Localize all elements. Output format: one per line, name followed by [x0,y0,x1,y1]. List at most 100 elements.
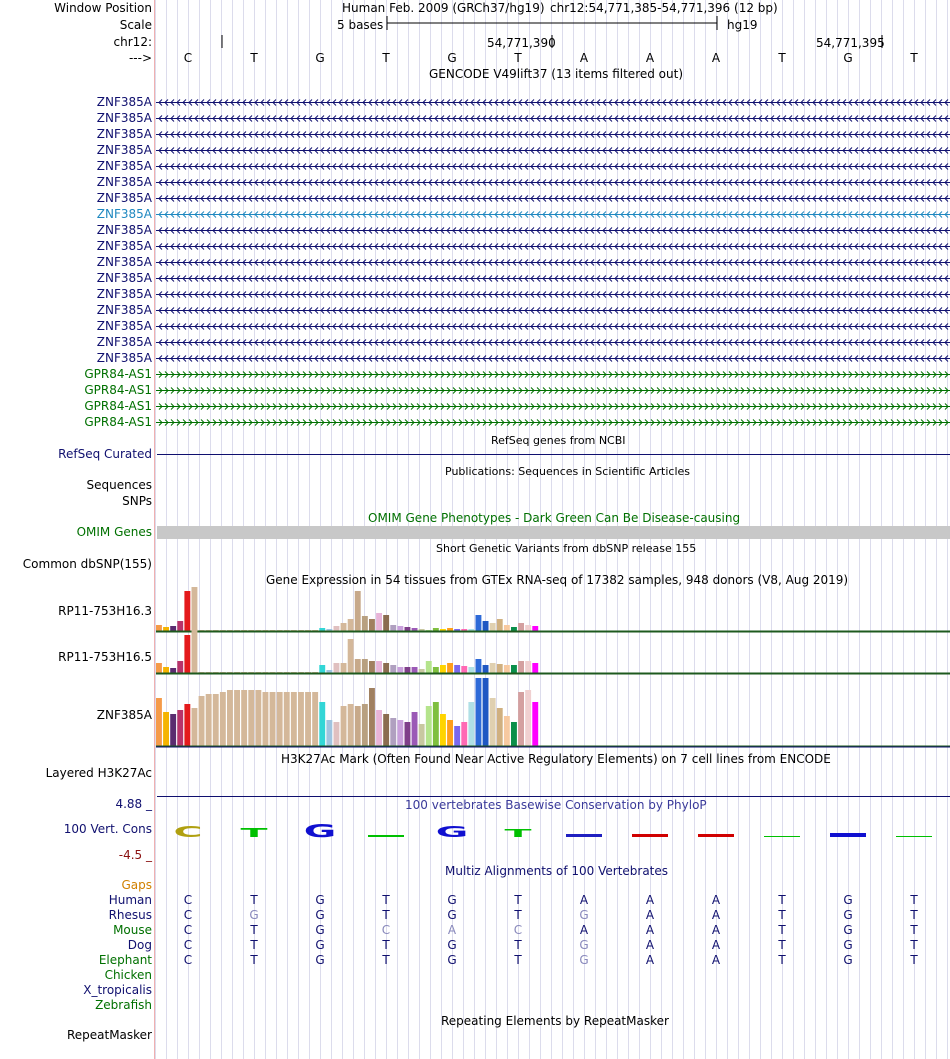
gtex-tissue-bar[interactable] [411,667,418,673]
gencode-item-znf385a[interactable]: ZNF385A [96,143,152,157]
gtex-tissue-bar[interactable] [440,665,446,673]
gtex-tissue-bar[interactable] [361,616,368,631]
gene-arrow-line[interactable] [156,99,950,106]
multiz-species-label[interactable]: Human [108,893,152,907]
publications-title[interactable]: Publications: Sequences in Scientific Ar… [445,465,690,478]
gencode-item-gpr84-as1[interactable]: GPR84-AS1 [84,399,152,413]
gencode-item-znf385a[interactable]: ZNF385A [96,303,152,317]
gtex-tissue-bar[interactable] [177,661,184,673]
gtex-tissue-bar[interactable] [511,722,517,746]
dbsnp-title[interactable]: Short Genetic Variants from dbSNP releas… [436,542,697,555]
gencode-item-znf385a[interactable]: ZNF385A [96,223,152,237]
gtex-tissue-bar[interactable] [163,667,169,673]
gtex-tissue-bar[interactable] [468,702,475,746]
gtex-tissue-bar[interactable] [269,692,276,746]
gencode-item-znf385a[interactable]: ZNF385A [96,191,152,205]
gencode-item-znf385a[interactable]: ZNF385A [96,351,152,365]
gtex-tissue-bar[interactable] [262,692,269,746]
gencode-item-znf385a[interactable]: ZNF385A [96,175,152,189]
gtex-gene-2[interactable]: RP11-753H16.5 [58,650,152,664]
gtex-tissue-bar[interactable] [177,710,184,746]
gtex-track-2[interactable] [156,629,950,675]
gtex-tissue-bar[interactable] [440,714,446,746]
gtex-tissue-bar[interactable] [418,669,425,673]
gtex-tissue-bar[interactable] [532,663,539,673]
multiz-species-label[interactable]: Chicken [104,968,152,982]
gene-arrow-line[interactable] [156,387,950,394]
repeatmasker-title[interactable]: Repeating Elements by RepeatMasker [441,1014,669,1028]
gtex-tissue-bar[interactable] [354,659,361,673]
gtex-tissue-bar[interactable] [489,698,496,746]
gtex-tissue-bar[interactable] [475,678,482,746]
gtex-tissue-bar[interactable] [369,661,375,673]
gtex-tissue-bar[interactable] [333,626,340,631]
gencode-item-znf385a[interactable]: ZNF385A [96,111,152,125]
gtex-tissue-bar[interactable] [454,629,461,631]
gencode-title[interactable]: GENCODE V49lift37 (13 items filtered out… [429,67,684,81]
gtex-tissue-bar[interactable] [326,720,333,746]
gene-arrow-line[interactable] [156,339,950,346]
gtex-tissue-bar[interactable] [503,716,510,746]
gene-arrow-line[interactable] [156,291,950,298]
omim-label[interactable]: OMIM Genes [76,525,152,539]
gtex-tissue-bar[interactable] [454,726,461,746]
publications-snps-label[interactable]: SNPs [122,494,152,508]
gtex-tissue-bar[interactable] [454,665,461,673]
gtex-track-1[interactable] [156,587,950,633]
gtex-tissue-bar[interactable] [191,587,198,631]
repeatmasker-label[interactable]: RepeatMasker [66,1028,152,1042]
gtex-tissue-bar[interactable] [525,625,532,631]
gtex-tissue-bar[interactable] [482,665,489,673]
gtex-tissue-bar[interactable] [404,667,411,673]
gene-arrow-line[interactable] [156,403,950,410]
gencode-item-znf385a[interactable]: ZNF385A [96,287,152,301]
gtex-tissue-bar[interactable] [276,692,283,746]
gencode-features[interactable] [156,80,950,430]
gtex-tissue-bar[interactable] [241,690,248,746]
gtex-tissue-bar[interactable] [489,623,496,631]
gtex-tissue-bar[interactable] [369,619,375,631]
gtex-tissue-bar[interactable] [248,690,255,746]
gtex-tissue-bar[interactable] [191,629,198,673]
gtex-tissue-bar[interactable] [404,722,411,746]
gtex-tissue-bar[interactable] [340,663,347,673]
multiz-species-label[interactable]: Rhesus [108,908,152,922]
gtex-tissue-bar[interactable] [525,690,532,746]
gencode-item-znf385a[interactable]: ZNF385A [96,207,152,221]
gtex-tissue-bar[interactable] [227,690,233,746]
omim-title[interactable]: OMIM Gene Phenotypes - Dark Green Can Be… [368,511,741,525]
multiz-title[interactable]: Multiz Alignments of 100 Vertebrates [445,864,669,878]
gencode-item-znf385a[interactable]: ZNF385A [96,239,152,253]
gtex-tissue-bar[interactable] [390,665,397,673]
gtex-tissue-bar[interactable] [177,621,184,631]
gtex-tissue-bar[interactable] [156,625,162,631]
gtex-tissue-bar[interactable] [212,694,219,746]
gtex-tissue-bar[interactable] [326,670,333,673]
gtex-title[interactable]: Gene Expression in 54 tissues from GTEx … [266,573,849,587]
gtex-tissue-bar[interactable] [184,635,191,673]
gtex-tissue-bar[interactable] [482,621,489,631]
omim-feature-bar[interactable] [157,526,950,539]
gencode-item-znf385a[interactable]: ZNF385A [96,319,152,333]
gtex-tissue-bar[interactable] [397,626,404,631]
gtex-tissue-bar[interactable] [468,629,475,631]
gtex-tissue-bar[interactable] [191,708,198,746]
gencode-item-gpr84-as1[interactable]: GPR84-AS1 [84,415,152,429]
gtex-gene-3[interactable]: ZNF385A [96,708,152,722]
gtex-tissue-bar[interactable] [163,627,169,631]
gencode-item-znf385a[interactable]: ZNF385A [96,127,152,141]
gtex-tissue-bar[interactable] [184,591,191,631]
gencode-item-znf385a[interactable]: ZNF385A [96,335,152,349]
gtex-tissue-bar[interactable] [361,659,368,673]
gtex-tissue-bar[interactable] [432,702,439,746]
gtex-tissue-bar[interactable] [376,710,382,746]
gtex-tissue-bar[interactable] [290,692,297,746]
gtex-tissue-bar[interactable] [489,663,496,673]
gtex-tissue-bar[interactable] [496,619,503,631]
gtex-tissue-bar[interactable] [347,639,354,673]
gtex-tissue-bar[interactable] [354,706,361,746]
gtex-tissue-bar[interactable] [383,663,390,673]
multiz-species-label[interactable]: Zebrafish [95,998,152,1012]
phylop-label[interactable]: 100 Vert. Cons [63,822,152,836]
gencode-item-gpr84-as1[interactable]: GPR84-AS1 [84,383,152,397]
